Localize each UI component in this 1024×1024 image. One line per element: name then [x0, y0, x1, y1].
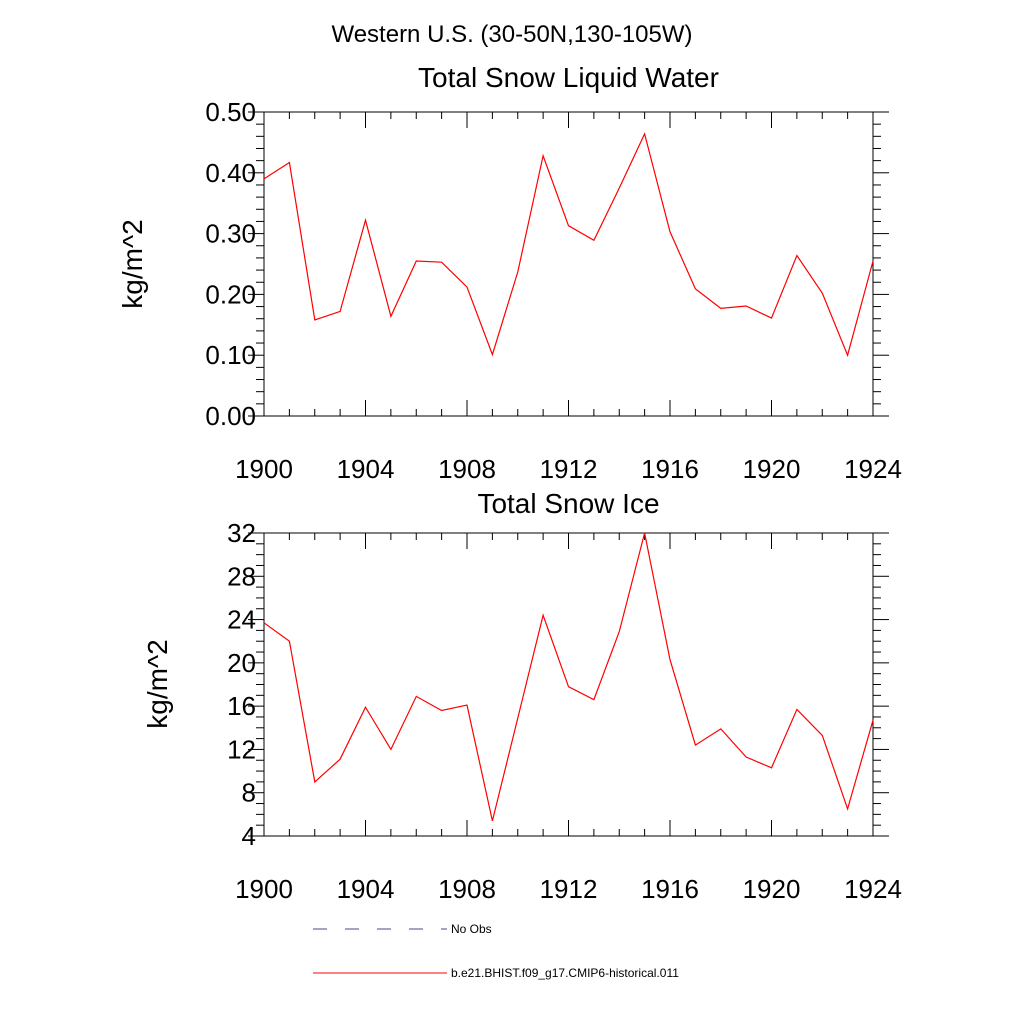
y-tick-label: 16: [227, 691, 256, 721]
x-tick-label: 1916: [641, 874, 699, 904]
y-tick-label: 0.00: [205, 401, 256, 431]
x-tick-label: 1912: [540, 874, 598, 904]
x-tick-label: 1908: [438, 874, 496, 904]
panel-title: Total Snow Liquid Water: [418, 62, 719, 93]
figure-title: Western U.S. (30-50N,130-105W): [331, 21, 692, 48]
x-tick-label: 1904: [337, 874, 395, 904]
y-tick-label: 0.20: [205, 279, 256, 309]
x-tick-label: 1904: [337, 454, 395, 484]
series-line: [263, 532, 874, 822]
panel-snow-liquid-water: Total Snow Liquid Water kg/m^2 1900 1904 190…: [117, 62, 902, 484]
y-tick-label: 0.50: [205, 97, 256, 127]
y-tick-label: 24: [227, 605, 256, 635]
x-tick-label: 1900: [235, 874, 293, 904]
x-tick-label: 1920: [743, 874, 801, 904]
legend-label: No Obs: [451, 922, 492, 936]
y-axis-label: kg/m^2: [142, 639, 173, 728]
y-tick-label: 28: [227, 561, 256, 591]
y-tick-label: 0.40: [205, 158, 256, 188]
legend-label: b.e21.BHIST.f09_g17.CMIP6-historical.011: [451, 966, 679, 980]
x-tick-label: 1924: [844, 874, 902, 904]
x-tick-label: 1900: [235, 454, 293, 484]
y-tick-label: 8: [242, 778, 256, 808]
y-tick-label: 20: [227, 648, 256, 678]
x-tick-label: 1916: [641, 454, 699, 484]
plot-frame: [263, 111, 874, 417]
panel-snow-ice: Total Snow Ice kg/m^2 1900 1904 1908 1912 1916…: [142, 488, 902, 904]
y-tick-label: 0.10: [205, 340, 256, 370]
y-tick-label: 4: [242, 821, 256, 851]
x-tick-label: 1908: [438, 454, 496, 484]
series-line: [263, 132, 874, 358]
x-tick-label: 1912: [540, 454, 598, 484]
plot-frame: [263, 532, 874, 837]
x-tick-label: 1920: [743, 454, 801, 484]
panel-title: Total Snow Ice: [477, 488, 659, 519]
y-tick-label: 12: [227, 734, 256, 764]
y-axis-label: kg/m^2: [117, 219, 148, 308]
legend: No Obs b.e21.BHIST.f09_g17.CMIP6-historic…: [313, 922, 679, 980]
y-tick-label: 32: [227, 518, 256, 548]
x-tick-label: 1924: [844, 454, 902, 484]
y-tick-label: 0.30: [205, 219, 256, 249]
